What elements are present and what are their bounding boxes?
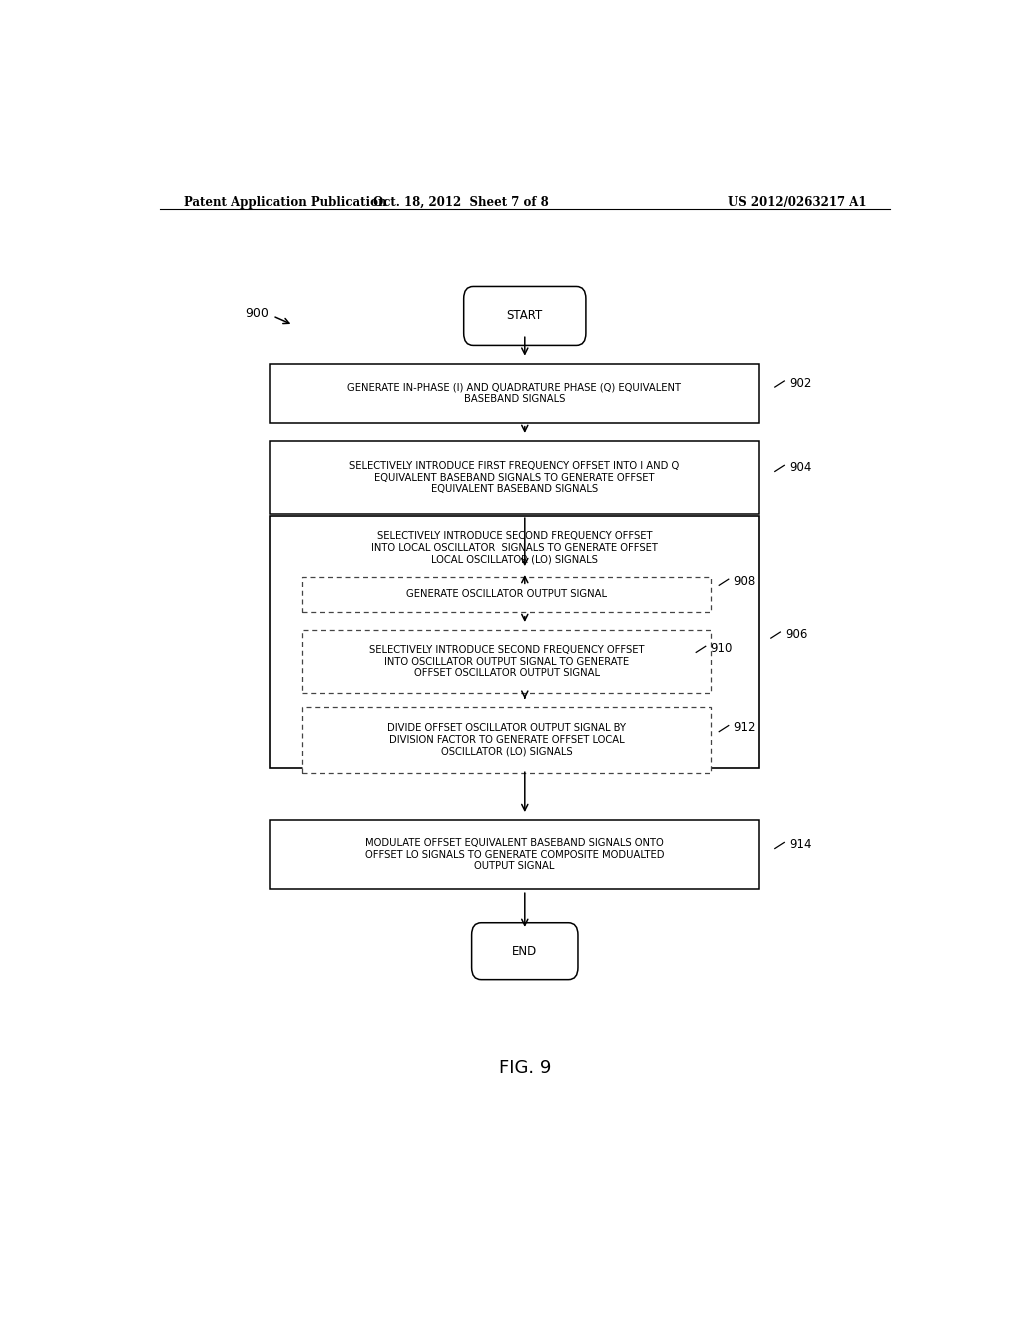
Text: 908: 908: [733, 574, 756, 587]
Text: SELECTIVELY INTRODUCE SECOND FREQUENCY OFFSET
INTO LOCAL OSCILLATOR  SIGNALS TO : SELECTIVELY INTRODUCE SECOND FREQUENCY O…: [371, 531, 658, 564]
Bar: [270, 364, 759, 422]
Bar: [302, 706, 711, 772]
Text: 910: 910: [711, 642, 733, 655]
Bar: [270, 441, 759, 515]
Text: 912: 912: [733, 721, 756, 734]
Text: GENERATE IN-PHASE (I) AND QUADRATURE PHASE (Q) EQUIVALENT
BASEBAND SIGNALS: GENERATE IN-PHASE (I) AND QUADRATURE PHA…: [347, 383, 682, 404]
Text: Oct. 18, 2012  Sheet 7 of 8: Oct. 18, 2012 Sheet 7 of 8: [374, 195, 549, 209]
Text: 906: 906: [785, 627, 808, 640]
Text: GENERATE OSCILLATOR OUTPUT SIGNAL: GENERATE OSCILLATOR OUTPUT SIGNAL: [407, 590, 607, 599]
FancyBboxPatch shape: [472, 923, 578, 979]
Text: US 2012/0263217 A1: US 2012/0263217 A1: [727, 195, 866, 209]
Bar: [270, 820, 759, 890]
Text: DIVIDE OFFSET OSCILLATOR OUTPUT SIGNAL BY
DIVISION FACTOR TO GENERATE OFFSET LOC: DIVIDE OFFSET OSCILLATOR OUTPUT SIGNAL B…: [387, 723, 626, 756]
Text: SELECTIVELY INTRODUCE SECOND FREQUENCY OFFSET
INTO OSCILLATOR OUTPUT SIGNAL TO G: SELECTIVELY INTRODUCE SECOND FREQUENCY O…: [369, 645, 644, 678]
Text: START: START: [507, 309, 543, 322]
Bar: [302, 577, 711, 611]
Text: 904: 904: [790, 461, 811, 474]
Text: MODULATE OFFSET EQUIVALENT BASEBAND SIGNALS ONTO
OFFSET LO SIGNALS TO GENERATE C: MODULATE OFFSET EQUIVALENT BASEBAND SIGN…: [365, 838, 665, 871]
Text: 902: 902: [790, 376, 811, 389]
Bar: [302, 630, 711, 693]
FancyBboxPatch shape: [464, 286, 586, 346]
Bar: [270, 516, 759, 768]
Text: 914: 914: [790, 838, 812, 851]
Text: END: END: [512, 945, 538, 958]
Text: Patent Application Publication: Patent Application Publication: [183, 195, 386, 209]
Text: FIG. 9: FIG. 9: [499, 1059, 551, 1077]
Text: SELECTIVELY INTRODUCE FIRST FREQUENCY OFFSET INTO I AND Q
EQUIVALENT BASEBAND SI: SELECTIVELY INTRODUCE FIRST FREQUENCY OF…: [349, 461, 680, 494]
Text: 900: 900: [246, 308, 269, 321]
